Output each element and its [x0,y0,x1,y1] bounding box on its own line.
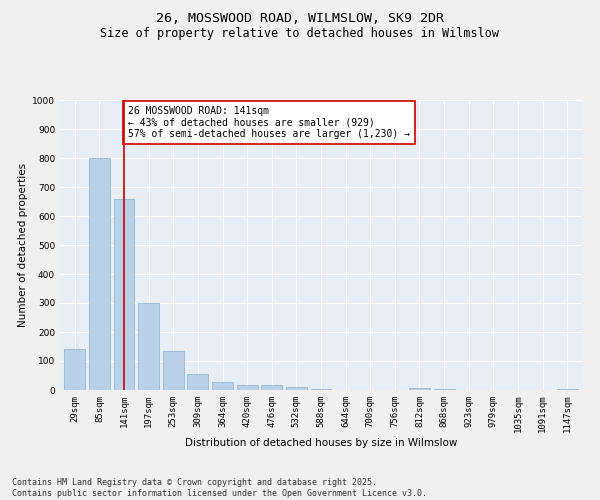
Bar [138,303,159,390]
Bar [261,385,282,390]
Bar [236,385,257,390]
Bar [409,388,430,390]
Bar [434,388,455,390]
Bar [113,198,134,390]
Bar [286,387,307,390]
Bar [64,350,85,390]
Y-axis label: Number of detached properties: Number of detached properties [18,163,28,327]
Bar [163,351,184,390]
Bar [89,158,110,390]
Bar [311,388,331,390]
Bar [212,382,233,390]
Bar [557,388,578,390]
Bar [187,374,208,390]
Text: Contains HM Land Registry data © Crown copyright and database right 2025.
Contai: Contains HM Land Registry data © Crown c… [12,478,427,498]
Text: Size of property relative to detached houses in Wilmslow: Size of property relative to detached ho… [101,28,499,40]
X-axis label: Distribution of detached houses by size in Wilmslow: Distribution of detached houses by size … [185,438,457,448]
Text: 26 MOSSWOOD ROAD: 141sqm
← 43% of detached houses are smaller (929)
57% of semi-: 26 MOSSWOOD ROAD: 141sqm ← 43% of detach… [128,106,410,139]
Text: 26, MOSSWOOD ROAD, WILMSLOW, SK9 2DR: 26, MOSSWOOD ROAD, WILMSLOW, SK9 2DR [156,12,444,26]
